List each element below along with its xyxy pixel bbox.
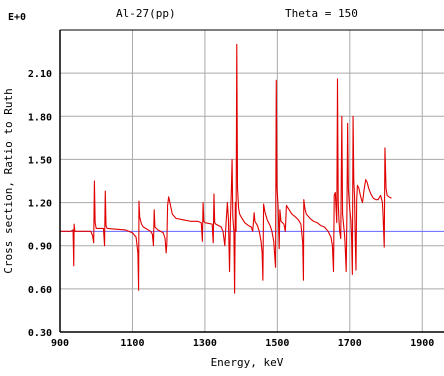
x-axis-title: Energy, keV <box>211 356 284 369</box>
y-axis-title: Cross section, Ratio to Ruth <box>2 88 15 273</box>
cross-section-series <box>60 43 392 294</box>
plot-area <box>60 30 444 332</box>
x-tick-label: 1700 <box>338 338 362 349</box>
x-tick-label: 1500 <box>265 338 289 349</box>
plot-background <box>60 30 444 332</box>
x-tick-label: 900 <box>51 338 69 349</box>
y-tick-label: 0.60 <box>28 285 52 296</box>
exponent-label: E+0 <box>8 12 26 23</box>
y-tick-label: 1.80 <box>28 112 52 123</box>
x-tick-label: 1900 <box>410 338 434 349</box>
y-tick-label: 2.10 <box>28 69 52 80</box>
y-tick-label: 0.30 <box>28 328 52 339</box>
y-tick-label: 1.50 <box>28 155 52 166</box>
plot-frame <box>59 29 444 333</box>
x-tick-label: 1100 <box>120 338 144 349</box>
y-tick-label: 1.20 <box>28 199 52 210</box>
x-tick-label: 1300 <box>193 338 217 349</box>
chart-title-right: Theta = 150 <box>285 7 358 20</box>
series-layer <box>60 43 444 294</box>
tick-labels: 900 1100 1300 1500 1700 1900 0.30 0.60 0.90 1.20 1… <box>28 69 434 349</box>
chart-title-left: Al-27(pp) <box>116 7 176 20</box>
y-tick-label: 0.90 <box>28 242 52 253</box>
grid <box>60 30 444 332</box>
